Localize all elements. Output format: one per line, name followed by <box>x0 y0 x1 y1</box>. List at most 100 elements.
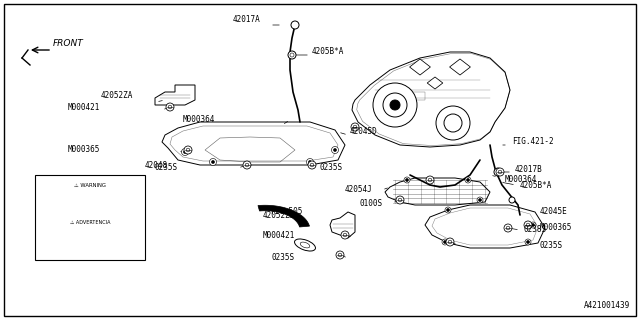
Text: 42052ZB: 42052ZB <box>262 211 295 220</box>
Circle shape <box>444 241 447 244</box>
Circle shape <box>184 146 192 154</box>
Text: M000365: M000365 <box>68 146 100 155</box>
Circle shape <box>504 224 512 232</box>
Circle shape <box>209 158 216 165</box>
Circle shape <box>428 178 432 182</box>
Text: 4205B*A: 4205B*A <box>520 180 552 189</box>
Circle shape <box>182 148 189 156</box>
Circle shape <box>509 197 515 203</box>
Text: A421001439: A421001439 <box>584 301 630 310</box>
Text: 0238S: 0238S <box>523 226 546 235</box>
Circle shape <box>168 105 172 109</box>
Circle shape <box>525 239 531 245</box>
Circle shape <box>477 197 483 203</box>
Circle shape <box>498 170 502 174</box>
Text: 42048: 42048 <box>145 161 168 170</box>
Polygon shape <box>385 178 490 205</box>
Polygon shape <box>352 52 510 147</box>
Circle shape <box>506 226 510 230</box>
Text: M000365: M000365 <box>540 222 572 231</box>
Circle shape <box>338 253 342 257</box>
Text: 0100S: 0100S <box>360 198 383 207</box>
Text: 0235S: 0235S <box>540 241 563 250</box>
Circle shape <box>399 198 401 202</box>
Circle shape <box>527 241 529 244</box>
Circle shape <box>444 114 462 132</box>
Polygon shape <box>162 122 345 165</box>
Text: M000421: M000421 <box>262 230 295 239</box>
Circle shape <box>341 231 349 239</box>
Circle shape <box>308 161 316 169</box>
Circle shape <box>397 197 403 203</box>
Circle shape <box>479 198 481 202</box>
Circle shape <box>336 251 344 259</box>
Text: 42054J: 42054J <box>344 186 372 195</box>
Text: 42045E: 42045E <box>540 207 568 217</box>
Circle shape <box>436 106 470 140</box>
Polygon shape <box>155 85 195 105</box>
Circle shape <box>446 238 454 246</box>
Circle shape <box>290 53 294 57</box>
Circle shape <box>426 176 434 184</box>
Circle shape <box>448 240 452 244</box>
Circle shape <box>184 150 186 154</box>
Circle shape <box>404 177 410 183</box>
Text: 42017B: 42017B <box>515 165 543 174</box>
Circle shape <box>310 163 314 167</box>
Circle shape <box>398 198 402 202</box>
Circle shape <box>445 207 451 213</box>
Circle shape <box>406 179 408 181</box>
Circle shape <box>332 147 339 154</box>
Text: 42045D: 42045D <box>350 127 378 137</box>
Text: 42017A: 42017A <box>232 15 260 25</box>
Circle shape <box>530 222 536 228</box>
Polygon shape <box>450 59 470 75</box>
Circle shape <box>186 148 190 152</box>
Circle shape <box>467 179 470 181</box>
Ellipse shape <box>300 242 310 248</box>
Text: 0235S: 0235S <box>272 253 295 262</box>
Circle shape <box>390 100 400 110</box>
Circle shape <box>526 223 530 227</box>
Text: M000364: M000364 <box>182 116 215 124</box>
Circle shape <box>343 233 347 237</box>
Polygon shape <box>428 77 443 89</box>
Text: 0235S: 0235S <box>320 164 343 172</box>
Polygon shape <box>425 205 545 248</box>
Polygon shape <box>410 59 430 75</box>
Circle shape <box>396 196 404 204</box>
Text: ⚠ WARNING: ⚠ WARNING <box>74 183 106 188</box>
Circle shape <box>496 168 504 176</box>
Text: FRONT: FRONT <box>53 39 84 48</box>
Circle shape <box>166 103 174 111</box>
Text: FIG.421-2: FIG.421-2 <box>512 138 554 147</box>
Circle shape <box>353 125 357 129</box>
Text: ⚠ ADVERTENCIA: ⚠ ADVERTENCIA <box>70 220 110 225</box>
Circle shape <box>333 148 337 151</box>
Text: M000364: M000364 <box>505 175 538 185</box>
Circle shape <box>307 158 314 165</box>
Circle shape <box>211 161 214 164</box>
Circle shape <box>531 223 534 227</box>
Circle shape <box>465 177 471 183</box>
Polygon shape <box>258 205 310 227</box>
Circle shape <box>245 163 249 167</box>
Circle shape <box>494 168 502 176</box>
Circle shape <box>291 21 299 29</box>
Text: 42052ZA: 42052ZA <box>100 91 133 100</box>
Text: FIG.505: FIG.505 <box>270 207 302 217</box>
Circle shape <box>288 51 296 59</box>
Text: M000421: M000421 <box>68 102 100 111</box>
Circle shape <box>447 209 449 212</box>
Text: 4205B*A: 4205B*A <box>312 47 344 57</box>
Circle shape <box>351 123 359 131</box>
Circle shape <box>383 93 407 117</box>
Text: 0235S: 0235S <box>155 164 178 172</box>
Circle shape <box>243 161 251 169</box>
Circle shape <box>308 161 312 164</box>
Bar <box>35 175 145 260</box>
Circle shape <box>524 221 532 229</box>
Circle shape <box>373 83 417 127</box>
Polygon shape <box>330 212 355 238</box>
Circle shape <box>442 239 448 245</box>
